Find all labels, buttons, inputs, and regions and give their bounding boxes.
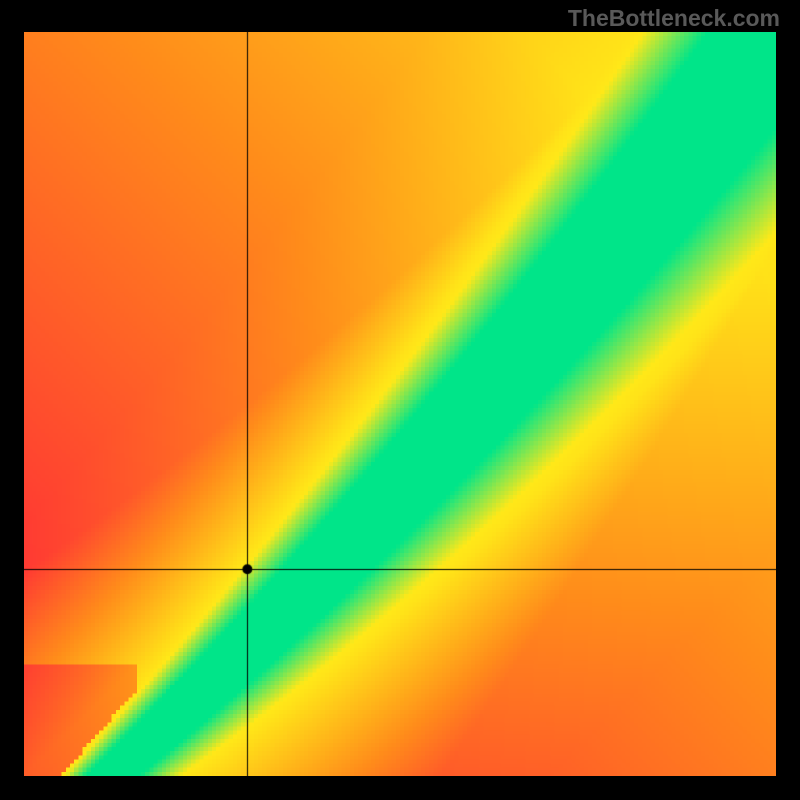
bottleneck-heatmap <box>24 32 776 776</box>
chart-container: TheBottleneck.com <box>0 0 800 800</box>
watermark-text: TheBottleneck.com <box>568 5 780 32</box>
